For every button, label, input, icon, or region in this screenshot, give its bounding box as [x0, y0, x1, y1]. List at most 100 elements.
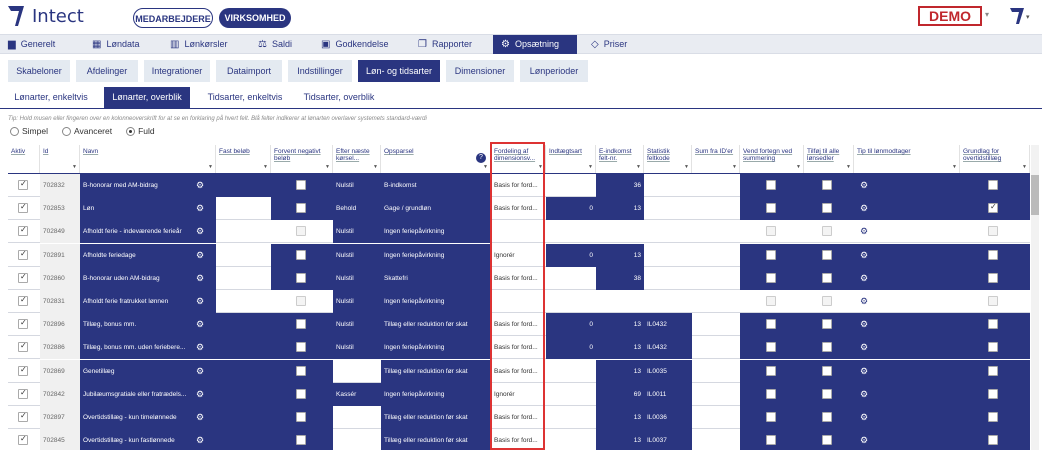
cell-income-type[interactable]: 0 [546, 336, 596, 360]
subnav-dataimport[interactable]: Dataimport [216, 60, 282, 82]
active-checkbox[interactable] [18, 411, 28, 422]
add-to-all-checkbox[interactable] [822, 180, 832, 190]
col-header-dimension-split[interactable]: Fordeling af dimensionsv... ▼ [491, 145, 546, 173]
cell-dimension-split[interactable]: Basis for ford... [494, 182, 538, 189]
col-header-tip-recipient[interactable]: Tip til lønmodtager ▼ [854, 145, 960, 173]
cell-stat-field[interactable]: IL0432 [644, 313, 692, 337]
base-supplement-checkbox[interactable] [988, 388, 998, 399]
base-supplement-checkbox[interactable] [988, 412, 998, 422]
cell-savings[interactable]: Tillæg eller reduktion før skat [381, 406, 491, 429]
cell-after-next[interactable]: Behold [333, 197, 381, 221]
filter-icon[interactable]: ▼ [796, 164, 801, 170]
filter-icon[interactable]: ▼ [588, 164, 593, 170]
col-header-income-type[interactable]: Indtægtsart ▼ [546, 145, 596, 173]
filter-icon[interactable]: ▼ [1022, 164, 1027, 170]
gear-icon[interactable]: ⚙ [196, 296, 205, 306]
cell-after-next[interactable]: Kassér [333, 382, 381, 406]
cell-e-income-field[interactable]: 13 [596, 406, 644, 429]
user-menu[interactable]: ▾ [1008, 6, 1032, 31]
cell-name[interactable]: Tillæg, bonus mm. uden feriebere... [80, 336, 216, 360]
active-checkbox[interactable] [18, 318, 28, 330]
cell-fixed-amount[interactable] [216, 429, 271, 450]
cell-stat-field[interactable]: IL0035 [644, 359, 692, 383]
add-to-all-checkbox[interactable] [822, 203, 832, 214]
cell-dimension-split[interactable]: Basis for ford... [494, 344, 538, 352]
view-option-avanceret[interactable]: Avanceret [61, 126, 112, 136]
base-supplement-checkbox[interactable] [988, 365, 998, 376]
col-header-id[interactable]: Id ▼ [40, 145, 80, 173]
active-checkbox[interactable] [18, 179, 28, 190]
cell-income-type[interactable] [546, 383, 596, 406]
gear-icon[interactable]: ⚙ [860, 388, 869, 399]
cell-sum-from-ids[interactable] [692, 406, 740, 429]
cell-income-type[interactable]: 0 [546, 313, 596, 337]
gear-icon[interactable]: ⚙ [196, 319, 205, 330]
gear-icon[interactable]: ⚙ [860, 203, 869, 214]
cell-name[interactable]: B-honorar med AM-bidrag [80, 174, 216, 197]
cell-income-type[interactable] [546, 267, 596, 290]
cell-after-next[interactable]: Nulstil [333, 290, 381, 313]
nav-item-loenkoersler[interactable]: ▥ Lønkørsler [162, 35, 244, 54]
cell-savings[interactable]: Tillæg eller reduktion før skat [381, 359, 491, 383]
filter-icon[interactable]: ▼ [846, 164, 851, 170]
chevron-down-icon[interactable]: ▾ [985, 10, 990, 19]
tab-tidsarter-overblik[interactable]: Tidsarter, overblik [296, 87, 382, 108]
gear-icon[interactable]: ⚙ [860, 296, 869, 306]
radio-avanceret[interactable] [61, 126, 71, 136]
cell-stat-field[interactable]: IL0011 [644, 382, 692, 406]
active-checkbox[interactable] [18, 202, 28, 214]
cell-dimension-split[interactable]: Ignorér [494, 390, 515, 398]
gear-icon[interactable]: ⚙ [196, 272, 205, 283]
nav-item-generelt[interactable]: ▆ Generelt [0, 35, 80, 54]
cell-dimension-split[interactable]: Ignorér [494, 251, 515, 259]
gear-icon[interactable]: ⚙ [860, 435, 869, 446]
cell-sum-from-ids[interactable] [692, 383, 740, 406]
subnav-loen-og-tidsarter[interactable]: Løn- og tidsarter [358, 60, 440, 82]
base-supplement-checkbox[interactable] [988, 272, 998, 283]
gear-icon[interactable]: ⚙ [196, 435, 205, 446]
cell-dimension-split[interactable]: Basis for ford... [494, 205, 538, 213]
demo-badge[interactable]: DEMO [918, 6, 982, 26]
cell-fixed-amount[interactable] [216, 359, 271, 383]
cell-stat-field[interactable] [644, 290, 692, 313]
col-header-fixed-amount[interactable]: Fast beløb ▼ [216, 145, 271, 173]
add-to-all-checkbox[interactable] [822, 412, 832, 422]
cell-after-next[interactable]: Nulstil [333, 336, 381, 360]
cell-stat-field[interactable] [644, 174, 692, 197]
nav-item-opsaetning[interactable]: ⚙ Opsætning [493, 35, 577, 54]
cell-savings[interactable]: Tillæg eller reduktion før skat [381, 429, 491, 450]
cell-stat-field[interactable] [644, 220, 692, 243]
app-logo[interactable]: Intect [6, 3, 84, 29]
cell-fixed-amount[interactable] [216, 336, 271, 360]
cell-after-next[interactable]: Nulstil [333, 266, 381, 290]
cell-dimension-split[interactable]: Basis for ford... [494, 437, 538, 445]
cell-name[interactable]: Jubilæumsgratiale eller fratrædels... [80, 382, 216, 406]
active-checkbox[interactable] [18, 341, 28, 353]
vertical-scrollbar[interactable] [1031, 145, 1039, 450]
col-header-active[interactable]: Aktiv [8, 145, 40, 173]
cell-fixed-amount[interactable] [216, 220, 271, 243]
cell-savings[interactable]: Ingen feriepåvirkning [381, 243, 491, 267]
nav-item-rapporter[interactable]: ❐ Rapporter [410, 35, 488, 54]
cell-name[interactable]: Afholdt ferie - indeværende ferieår [80, 220, 216, 244]
gear-icon[interactable]: ⚙ [860, 180, 869, 190]
flip-sign-checkbox[interactable] [766, 319, 776, 330]
gear-icon[interactable]: ⚙ [860, 272, 869, 283]
add-to-all-checkbox[interactable] [822, 365, 832, 376]
cell-after-next[interactable]: Nulstil [333, 313, 381, 337]
expect-negative-checkbox[interactable] [296, 412, 306, 422]
cell-savings[interactable]: Skattefri [381, 266, 491, 290]
cell-e-income-field[interactable] [596, 290, 644, 313]
active-checkbox[interactable] [18, 249, 28, 260]
gear-icon[interactable]: ⚙ [196, 412, 205, 422]
cell-sum-from-ids[interactable] [692, 220, 740, 243]
cell-income-type[interactable] [546, 406, 596, 429]
cell-fixed-amount[interactable] [216, 382, 271, 406]
cell-dimension-split[interactable]: Basis for ford... [494, 414, 538, 421]
cell-sum-from-ids[interactable] [692, 360, 740, 383]
cell-fixed-amount[interactable] [216, 174, 271, 197]
cell-e-income-field[interactable] [596, 220, 644, 243]
filter-icon[interactable]: ▼ [538, 164, 543, 170]
cell-stat-field[interactable] [644, 267, 692, 290]
nav-item-loendata[interactable]: ▦ Løndata [84, 35, 164, 54]
